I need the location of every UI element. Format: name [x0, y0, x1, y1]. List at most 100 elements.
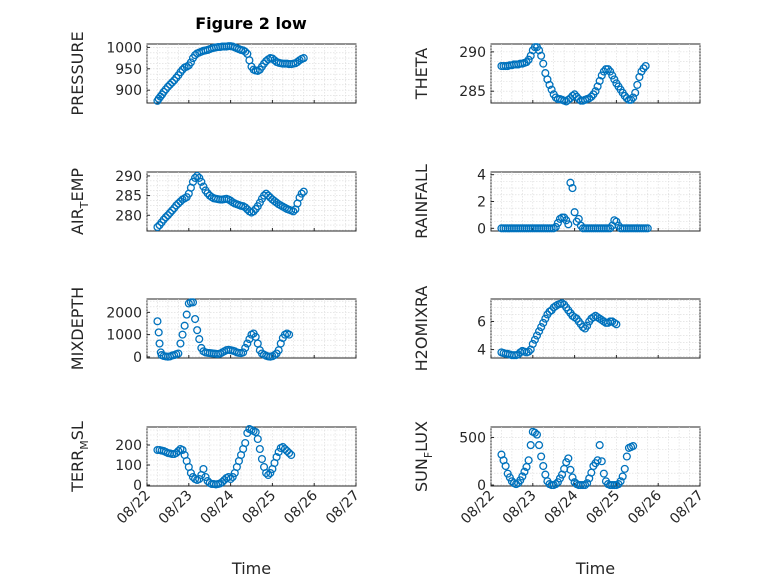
data-point: [532, 430, 542, 439]
data-point: [191, 314, 200, 324]
data-point: [551, 480, 560, 489]
y-axis-label-theta: THETA: [412, 48, 431, 100]
y-tick-label: 0: [477, 478, 486, 494]
data-point: [297, 189, 306, 198]
data-point: [172, 448, 181, 458]
data-point: [530, 428, 539, 437]
data-point: [633, 80, 642, 89]
axes-mixdepth: [146, 298, 357, 359]
data-point: [551, 222, 560, 232]
data-point: [165, 80, 175, 89]
data-point: [197, 177, 206, 186]
data-point: [262, 468, 271, 478]
data-point: [168, 206, 177, 215]
data-point: [299, 187, 308, 196]
data-point: [553, 218, 562, 228]
data-point: [629, 93, 638, 102]
data-point: [199, 464, 208, 474]
y-axis-label-pressure: PRESSURE: [68, 31, 87, 115]
y-tick-label: 0: [133, 350, 142, 366]
figure-title: Figure 2 low: [195, 14, 307, 33]
data-point: [539, 461, 548, 471]
data-point: [570, 208, 579, 217]
data-point: [587, 92, 596, 101]
panel-theta: 285 290 THETA: [412, 43, 701, 106]
data-point: [195, 173, 204, 182]
data-point: [287, 450, 296, 460]
data-point: [243, 339, 252, 348]
data-point: [193, 326, 202, 335]
data-point: [199, 182, 208, 191]
data-point: [532, 331, 542, 340]
data-point: [295, 193, 304, 202]
y-tick-label: 1000: [106, 328, 142, 344]
data-point: [608, 71, 617, 80]
data-point: [524, 347, 533, 356]
data-point: [161, 213, 170, 222]
y-tick-label: 1000: [106, 40, 142, 56]
data-point: [639, 64, 648, 73]
data-point: [643, 224, 652, 233]
data-point: [530, 335, 539, 344]
y-tick-label: 285: [115, 189, 142, 205]
data-point: [176, 339, 185, 348]
data-point: [159, 215, 168, 224]
data-point: [153, 223, 162, 232]
y-axis-label-air-temp: AIRTEMP: [68, 168, 91, 235]
data-point: [558, 299, 567, 308]
data-point: [285, 330, 294, 339]
data-point: [612, 320, 621, 329]
data-point: [218, 477, 227, 487]
data-point: [289, 207, 298, 216]
panel-air-temp: 280 285 290 AIRTEMP: [68, 168, 357, 235]
data-point: [153, 317, 162, 326]
y-axis-label-h2omixra: H2OMIXRA: [412, 286, 431, 372]
data-point: [285, 448, 294, 458]
data-point: [280, 444, 289, 454]
data-point: [539, 59, 548, 68]
data-point: [178, 330, 187, 339]
data-point: [226, 474, 235, 484]
data-point: [168, 78, 177, 87]
data-point: [188, 298, 198, 307]
data-point: [591, 87, 600, 96]
data-point: [539, 318, 548, 327]
data-point: [278, 442, 287, 452]
data-point: [195, 335, 204, 344]
data-point: [599, 469, 608, 478]
data-point: [241, 47, 250, 56]
y-tick-label: 285: [459, 84, 486, 100]
y-tick-label: 100: [115, 458, 142, 474]
data-point: [228, 472, 237, 482]
data-point: [568, 184, 577, 193]
data-point: [541, 314, 550, 323]
data-point: [597, 71, 606, 80]
data-point: [568, 91, 577, 100]
data-point: [570, 313, 579, 322]
data-point: [603, 65, 613, 74]
data-point: [266, 468, 275, 478]
data-point: [583, 321, 592, 330]
data-point: [163, 82, 172, 91]
data-point: [566, 178, 575, 187]
panel-rainfall: 0 2 4 RAINFALL: [412, 164, 701, 239]
data-point: [255, 198, 264, 207]
data-point: [255, 444, 264, 454]
data-point: [528, 339, 537, 349]
y-tick-label: 200: [115, 438, 142, 454]
data-point: [264, 470, 273, 480]
y-axis-label-mixdepth: MIXDEPTH: [68, 287, 87, 370]
y-tick-label: 4: [477, 343, 486, 359]
data-point: [545, 80, 554, 89]
data-point: [186, 468, 195, 478]
data-point: [188, 177, 198, 186]
data-point: [154, 328, 163, 337]
x-axis-label-sun-flux: Time: [575, 559, 615, 578]
y-tick-label: 6: [477, 314, 486, 330]
data-point: [186, 58, 195, 67]
data-point: [163, 211, 172, 220]
data-point: [251, 427, 260, 437]
data-point: [174, 446, 183, 456]
